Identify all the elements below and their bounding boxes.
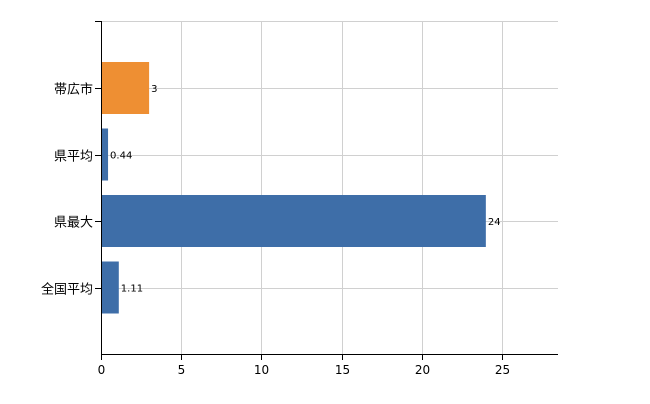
x-tick-label: 0 [98, 363, 106, 377]
data-label: 1.11 [121, 284, 143, 295]
x-tick-label: 20 [415, 363, 430, 377]
data-label: 3 [151, 84, 157, 95]
category-label: 県最大 [54, 216, 93, 231]
grid-lines [101, 21, 558, 354]
x-tick-label: 5 [178, 363, 186, 377]
data-label: 0.44 [110, 151, 132, 162]
category-label: 全国平均 [41, 282, 93, 298]
bar [101, 128, 109, 181]
bar [101, 261, 119, 314]
x-tick-label: 10 [254, 363, 269, 377]
data-label: 24 [488, 217, 501, 228]
bar [101, 195, 486, 247]
bar [101, 62, 150, 114]
axes [95, 21, 558, 360]
category-label: 帯広市 [54, 82, 93, 98]
x-tick-label: 25 [495, 363, 510, 377]
x-tick-label: 15 [335, 363, 350, 377]
category-label: 県平均 [54, 150, 93, 165]
bars [101, 62, 486, 314]
